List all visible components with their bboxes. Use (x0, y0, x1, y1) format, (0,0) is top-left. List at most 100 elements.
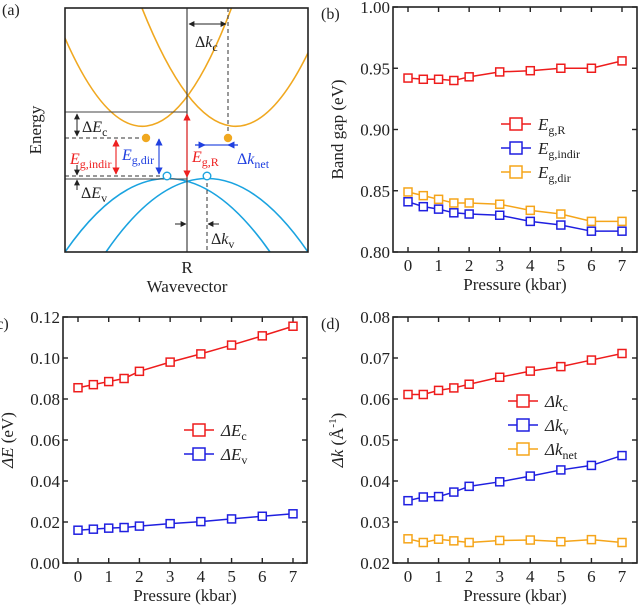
y-tick-label: 0.08 (360, 308, 390, 327)
x-axis-label: Pressure (kbar) (463, 275, 566, 294)
data-point (433, 385, 444, 396)
x-tick-label: 2 (135, 567, 144, 586)
legend-label-main: Δk (544, 392, 563, 411)
series-1 (403, 197, 627, 236)
series-line (407, 191, 622, 223)
series-0 (73, 321, 298, 393)
data-point (134, 366, 145, 377)
data-point (449, 75, 459, 86)
data-point (257, 331, 268, 341)
legend-label-main: ΔE (220, 445, 242, 464)
panel-c-delta-e-chart: 0 1 2 3 4 5 6 7 0.00 0.02 0.04 0.06 0.08 0.10 0.12 Pres… (0, 308, 308, 605)
de-v-label: ΔEv (81, 185, 107, 205)
data-point (73, 525, 83, 535)
legend-label: Eg,dir (537, 163, 571, 185)
panel-a-band-diagram: (a) Δkc ΔEc ΔEv Eg,indir (2, 2, 309, 296)
x-tick-label: 5 (227, 567, 236, 586)
data-point (418, 190, 429, 201)
data-point (103, 523, 114, 533)
data-point (494, 67, 505, 77)
x-tick-label: 6 (587, 567, 596, 586)
data-point (88, 379, 99, 390)
y-axis-label-unit: (Å (328, 427, 347, 450)
data-point (525, 366, 536, 376)
x-tick-label: 4 (526, 567, 535, 586)
data-point (525, 535, 536, 545)
x-tick-label: 4 (197, 567, 206, 586)
dk-v-label: Δkv (211, 231, 234, 251)
data-point (586, 534, 597, 545)
panel-a-label: (a) (2, 2, 20, 19)
x-tick-label: 3 (495, 256, 504, 275)
panel-b-band-gap-chart: 0 1 2 3 4 5 6 7 0.80 0.85 0.90 0.95 1.00 Pressure (kb… (321, 0, 638, 294)
data-point (433, 491, 444, 502)
eg-indir-label: Eg,indir (69, 151, 111, 171)
eg-dir-label: Eg,dir (121, 147, 154, 167)
x-tick-label: 3 (166, 567, 175, 586)
x-axis-label: Pressure (kbar) (463, 586, 566, 605)
cbm-point-left (141, 133, 151, 143)
data-point (418, 389, 429, 400)
legend-label-main: ΔE (220, 421, 242, 440)
legend-label-main: Δk (544, 440, 563, 459)
series-line (407, 454, 623, 502)
x-tick-label: 0 (404, 256, 413, 275)
data-point (494, 199, 505, 209)
data-point (418, 74, 429, 85)
data-point (433, 74, 444, 85)
y-axis-label-sup: -1 (327, 418, 339, 427)
legend-marker (192, 447, 206, 461)
data-point (403, 73, 413, 83)
de-c-label: ΔEc (82, 119, 107, 139)
y-tick-label: 0.03 (360, 513, 390, 532)
x-tick-label: 7 (618, 567, 627, 586)
legend-label-sub: g,R (548, 123, 565, 137)
x-tick-label: 0 (74, 567, 83, 586)
y-tick-label: 0.80 (360, 243, 390, 262)
legend-label-main: Δk (544, 416, 563, 435)
data-point (494, 372, 505, 383)
data-point (617, 226, 627, 236)
y-tick-label: 0.90 (360, 121, 390, 140)
data-point (525, 471, 536, 481)
conduction-band-left (65, 8, 233, 128)
data-point (403, 197, 413, 207)
x-tick-label: 0 (404, 567, 413, 586)
series-line (408, 352, 623, 396)
data-point (464, 379, 474, 389)
legend-label-main: E (537, 139, 549, 158)
legend-label-main: E (537, 115, 549, 134)
y-axis-label: ΔE (eV) (0, 412, 17, 469)
legend-label-sub: g,indir (548, 147, 580, 161)
legend-label: ΔEv (220, 445, 247, 467)
data-point (418, 492, 429, 502)
data-point (617, 348, 627, 359)
panel-label: (d) (321, 316, 340, 333)
y-tick-label: 0.05 (360, 431, 390, 450)
legend-label: Δkv (544, 416, 569, 438)
data-point (556, 209, 566, 219)
x-tick-label: 4 (526, 256, 535, 275)
data-point (617, 537, 627, 548)
series-0 (403, 348, 627, 400)
data-point (494, 477, 505, 487)
y-tick-label: 0.06 (30, 431, 60, 450)
data-point (165, 518, 175, 529)
data-point (494, 535, 505, 546)
data-point (418, 201, 429, 212)
data-point (586, 355, 597, 365)
y-tick-label: 0.02 (360, 554, 390, 573)
legend-label-sub: c (241, 429, 246, 443)
data-point (449, 487, 459, 497)
legend-marker (509, 117, 523, 131)
data-point (403, 389, 413, 400)
legend-label: Δknet (544, 440, 578, 462)
data-point (464, 198, 474, 208)
series-line (407, 538, 623, 544)
plot-frame (62, 316, 308, 564)
legend-label-sub: net (563, 448, 578, 462)
data-point (556, 465, 566, 475)
conduction-band-right (141, 8, 308, 128)
y-tick-label: 0.02 (30, 513, 60, 532)
series-2 (403, 187, 627, 227)
